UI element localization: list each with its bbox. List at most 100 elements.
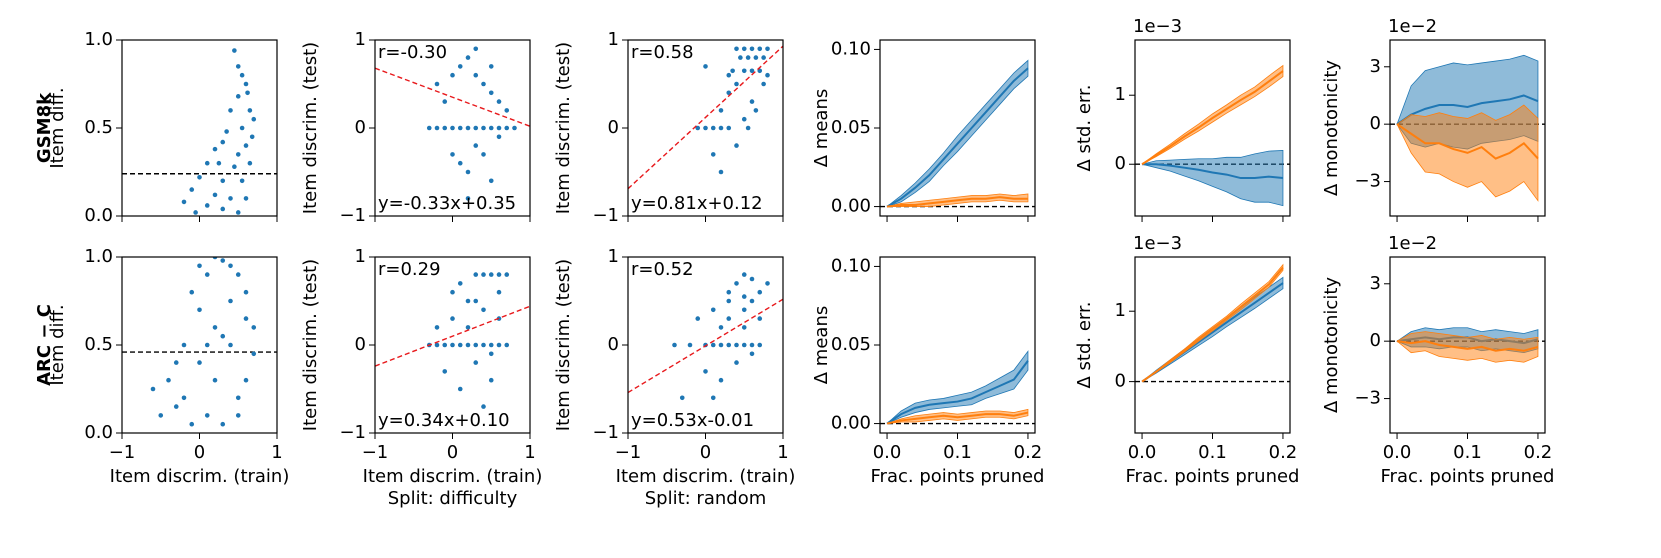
x-axis-label: Frac. points pruned bbox=[871, 466, 1045, 487]
point bbox=[457, 125, 463, 131]
point bbox=[695, 125, 701, 131]
point bbox=[228, 196, 233, 201]
point bbox=[204, 342, 210, 348]
point bbox=[745, 55, 751, 60]
point bbox=[481, 404, 486, 409]
point bbox=[765, 281, 770, 286]
point bbox=[457, 342, 463, 348]
fit-label: y=0.34x+0.10 bbox=[378, 410, 510, 431]
point bbox=[749, 342, 755, 348]
fit-line bbox=[375, 305, 530, 367]
point bbox=[465, 196, 471, 201]
point bbox=[738, 55, 743, 60]
offset-text: 1e−3 bbox=[1133, 16, 1182, 37]
point bbox=[442, 342, 448, 348]
x-tick-label: 0.1 bbox=[1453, 442, 1482, 463]
point bbox=[457, 64, 463, 69]
r-label: r=-0.30 bbox=[378, 42, 447, 63]
point bbox=[434, 81, 440, 87]
x-tick-label: 0 bbox=[194, 442, 205, 463]
point bbox=[204, 413, 210, 418]
point bbox=[181, 395, 187, 401]
row-label: ARC − C bbox=[34, 304, 55, 386]
x-tick-label: 0.2 bbox=[1014, 442, 1043, 463]
point bbox=[450, 152, 455, 157]
point bbox=[473, 272, 479, 277]
point bbox=[220, 139, 226, 145]
line bbox=[886, 67, 1029, 208]
point bbox=[741, 116, 747, 122]
point bbox=[150, 386, 156, 392]
point bbox=[450, 289, 455, 295]
point bbox=[718, 342, 724, 348]
point bbox=[247, 160, 253, 166]
y-tick-label: 1 bbox=[608, 246, 619, 267]
r-label: r=0.52 bbox=[631, 259, 694, 280]
point bbox=[216, 160, 222, 166]
x-tick-label: 1 bbox=[271, 442, 282, 463]
point bbox=[757, 68, 763, 74]
y-axis-label: Δ means bbox=[811, 306, 832, 384]
axes-frame bbox=[374, 39, 531, 217]
point bbox=[481, 81, 486, 87]
point bbox=[761, 55, 766, 60]
line bbox=[1141, 266, 1284, 383]
panel: 0.0 0.5 1.0 Item diff. bbox=[47, 29, 278, 226]
y-tick-label: 1.0 bbox=[84, 29, 113, 50]
point bbox=[481, 272, 486, 277]
x-tick-label: 0 bbox=[700, 442, 711, 463]
point bbox=[488, 377, 494, 383]
x-tick-label: 0.2 bbox=[1524, 442, 1553, 463]
point bbox=[687, 342, 693, 348]
point bbox=[235, 272, 241, 277]
axes-frame bbox=[879, 256, 1036, 434]
point bbox=[473, 298, 479, 304]
point bbox=[243, 143, 249, 148]
x-tick-label: 0.2 bbox=[1269, 442, 1298, 463]
y-tick-label: −3 bbox=[1354, 388, 1381, 409]
point bbox=[749, 351, 755, 357]
y-axis-label: Δ std. err. bbox=[1074, 85, 1095, 172]
plot-area bbox=[122, 48, 277, 215]
x-tick-label: −1 bbox=[615, 442, 642, 463]
point bbox=[718, 169, 724, 175]
point bbox=[488, 342, 494, 348]
y-axis-label: Item discrim. (test) bbox=[553, 259, 574, 431]
point bbox=[204, 160, 210, 166]
y-tick-label: −1 bbox=[339, 205, 366, 226]
point bbox=[465, 342, 471, 348]
point bbox=[158, 413, 164, 418]
point bbox=[235, 152, 241, 157]
point bbox=[166, 377, 171, 383]
point bbox=[239, 178, 245, 184]
point bbox=[496, 289, 502, 295]
point bbox=[488, 90, 494, 96]
x-tick-label: −1 bbox=[362, 442, 389, 463]
point bbox=[249, 134, 255, 140]
panel: −1 0 1 −1 0 1 Item discrim. (test) Item discrim… bbox=[300, 246, 542, 509]
point bbox=[745, 125, 751, 131]
panel: −1 0 1 0.0 0.5 1.0 Item diff. Item discrim. (tr… bbox=[47, 246, 289, 487]
x-tick-label: 0.0 bbox=[1383, 442, 1412, 463]
band bbox=[1141, 64, 1284, 165]
point bbox=[204, 272, 210, 277]
point bbox=[189, 289, 195, 295]
point bbox=[734, 46, 739, 52]
axes-frame bbox=[1134, 256, 1291, 434]
point bbox=[197, 307, 202, 313]
point bbox=[235, 413, 241, 418]
point bbox=[473, 143, 479, 148]
point bbox=[450, 125, 455, 131]
point bbox=[741, 272, 747, 277]
point bbox=[710, 307, 716, 313]
point bbox=[220, 178, 226, 184]
point bbox=[488, 64, 494, 69]
x-tick-label: 1 bbox=[524, 442, 535, 463]
point bbox=[741, 325, 747, 330]
x-axis-label: Frac. points pruned bbox=[1126, 466, 1300, 487]
point bbox=[212, 146, 218, 152]
point bbox=[457, 386, 463, 392]
point bbox=[239, 72, 245, 78]
y-axis-label: Δ monotonicity bbox=[1321, 60, 1342, 196]
